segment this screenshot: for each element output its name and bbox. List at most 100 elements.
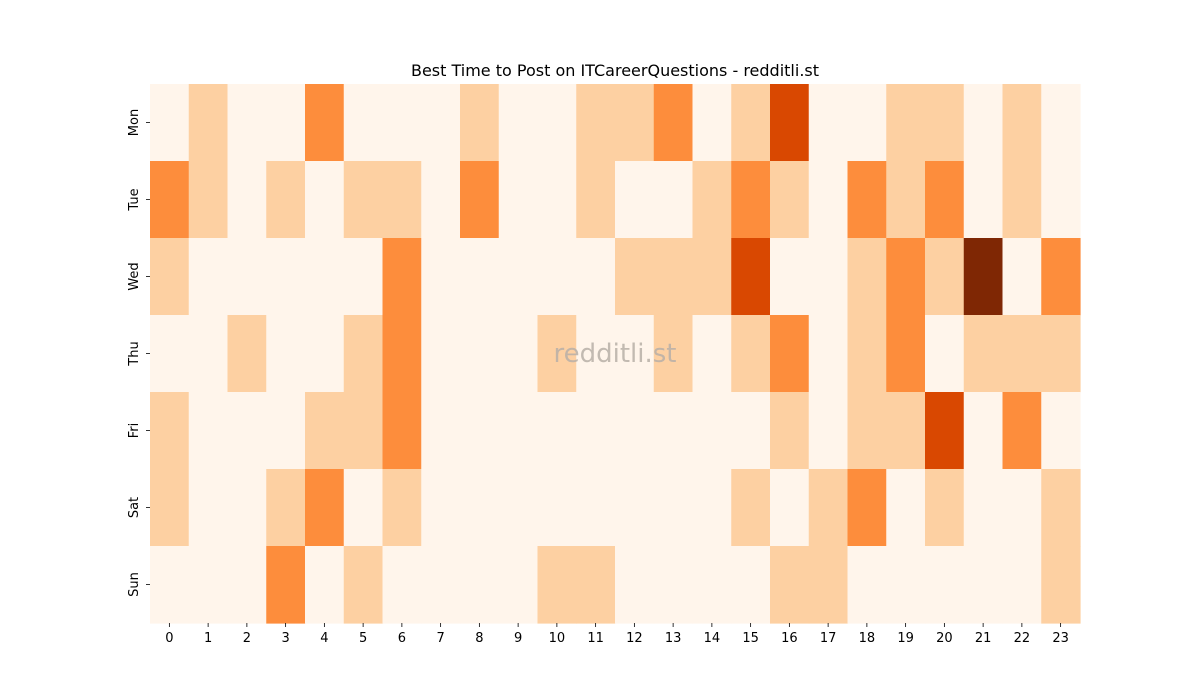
heatmap-cell <box>188 161 229 239</box>
heatmap-cell <box>886 84 926 162</box>
y-tick-label: Wed <box>127 262 142 290</box>
heatmap-cell <box>886 469 926 547</box>
heatmap-cell <box>925 315 965 393</box>
heatmap-cell <box>305 84 345 162</box>
heatmap-cell <box>460 546 500 624</box>
heatmap-cell <box>537 161 577 239</box>
x-tick-label: 2 <box>243 631 251 646</box>
x-tick-label: 10 <box>549 631 566 646</box>
heatmap-cell <box>498 546 539 624</box>
x-tick-label: 7 <box>436 631 444 646</box>
x-tick-label: 14 <box>704 631 721 646</box>
heatmap-cell <box>188 315 229 393</box>
heatmap-cell <box>653 469 694 547</box>
heatmap-cell <box>1002 84 1042 162</box>
heatmap-cell <box>498 315 539 393</box>
heatmap-cell <box>731 546 771 624</box>
heatmap-cell <box>343 392 384 470</box>
heatmap-cell <box>576 469 616 547</box>
x-tick-label: 1 <box>204 631 212 646</box>
heatmap-cell <box>615 546 655 624</box>
heatmap-cell <box>808 469 849 547</box>
x-axis: 0 1 2 3 4 5 6 7 8 9 10 11 12 13 14 15 16 17 18 19 20 21 22 23 <box>165 623 1069 646</box>
heatmap-cell <box>421 84 461 162</box>
x-tick-label: 9 <box>514 631 522 646</box>
heatmap-cell <box>305 392 345 470</box>
heatmap-cell <box>382 315 422 393</box>
heatmap-cell <box>692 392 732 470</box>
heatmap-cell <box>615 161 655 239</box>
heatmap-cell <box>382 161 422 239</box>
heatmap-cell <box>847 84 887 162</box>
x-tick-label: 16 <box>781 631 798 646</box>
heatmap-cell <box>808 315 849 393</box>
heatmap-cell <box>963 469 1004 547</box>
x-tick-label: 22 <box>1014 631 1031 646</box>
x-tick-label: 17 <box>820 631 837 646</box>
heatmap-cell <box>537 84 577 162</box>
heatmap-cell <box>653 238 694 316</box>
heatmap-cell <box>731 392 771 470</box>
heatmap-cell <box>653 546 694 624</box>
heatmap-cell <box>576 546 616 624</box>
heatmap-cell <box>150 469 190 547</box>
heatmap-cell <box>1041 392 1081 470</box>
heatmap-cell <box>421 161 461 239</box>
heatmap-cell <box>770 469 810 547</box>
x-tick-label: 13 <box>665 631 682 646</box>
heatmap-cell <box>227 392 267 470</box>
heatmap-cell <box>421 238 461 316</box>
x-tick-label: 3 <box>281 631 289 646</box>
x-tick-label: 19 <box>897 631 914 646</box>
x-tick-label: 21 <box>975 631 992 646</box>
heatmap-cell <box>188 84 229 162</box>
heatmap-cell <box>886 315 926 393</box>
x-tick-label: 6 <box>398 631 406 646</box>
heatmap-cell <box>537 238 577 316</box>
heatmap-cell <box>925 546 965 624</box>
chart-title: Best Time to Post on ITCareerQuestions -… <box>411 61 819 80</box>
heatmap-cell <box>227 238 267 316</box>
heatmap-cell <box>692 161 732 239</box>
heatmap-cell <box>1041 546 1081 624</box>
heatmap-cell <box>150 238 190 316</box>
heatmap-cell <box>1002 469 1042 547</box>
heatmap-cell <box>1041 84 1081 162</box>
heatmap-cell <box>963 392 1004 470</box>
heatmap-cell <box>576 84 616 162</box>
heatmap-cell <box>692 315 732 393</box>
heatmap-cell <box>460 84 500 162</box>
heatmap-cell <box>188 392 229 470</box>
heatmap-cell <box>382 469 422 547</box>
heatmap-cell <box>963 315 1004 393</box>
y-tick-label: Thu <box>127 341 142 366</box>
heatmap-cell <box>770 161 810 239</box>
heatmap-cell <box>382 392 422 470</box>
x-tick-label: 18 <box>859 631 876 646</box>
heatmap-cell <box>925 469 965 547</box>
heatmap-cell <box>227 546 267 624</box>
x-tick-label: 5 <box>359 631 367 646</box>
heatmap-cell <box>847 238 887 316</box>
heatmap-cells <box>150 84 1081 624</box>
heatmap-cell <box>963 238 1004 316</box>
heatmap-cell <box>731 469 771 547</box>
heatmap-cell <box>421 546 461 624</box>
heatmap-cell <box>188 238 229 316</box>
heatmap-cell <box>382 84 422 162</box>
heatmap-cell <box>460 469 500 547</box>
heatmap-cell <box>188 546 229 624</box>
heatmap-cell <box>227 84 267 162</box>
heatmap-cell <box>731 84 771 162</box>
heatmap-cell <box>343 546 384 624</box>
heatmap-cell <box>731 161 771 239</box>
heatmap-cell <box>305 546 345 624</box>
heatmap-cell <box>1041 161 1081 239</box>
heatmap-cell <box>1002 315 1042 393</box>
heatmap-cell <box>886 238 926 316</box>
heatmap-cell <box>305 469 345 547</box>
heatmap-cell <box>808 392 849 470</box>
heatmap-cell <box>266 161 306 239</box>
heatmap-cell <box>653 392 694 470</box>
heatmap-cell <box>847 392 887 470</box>
